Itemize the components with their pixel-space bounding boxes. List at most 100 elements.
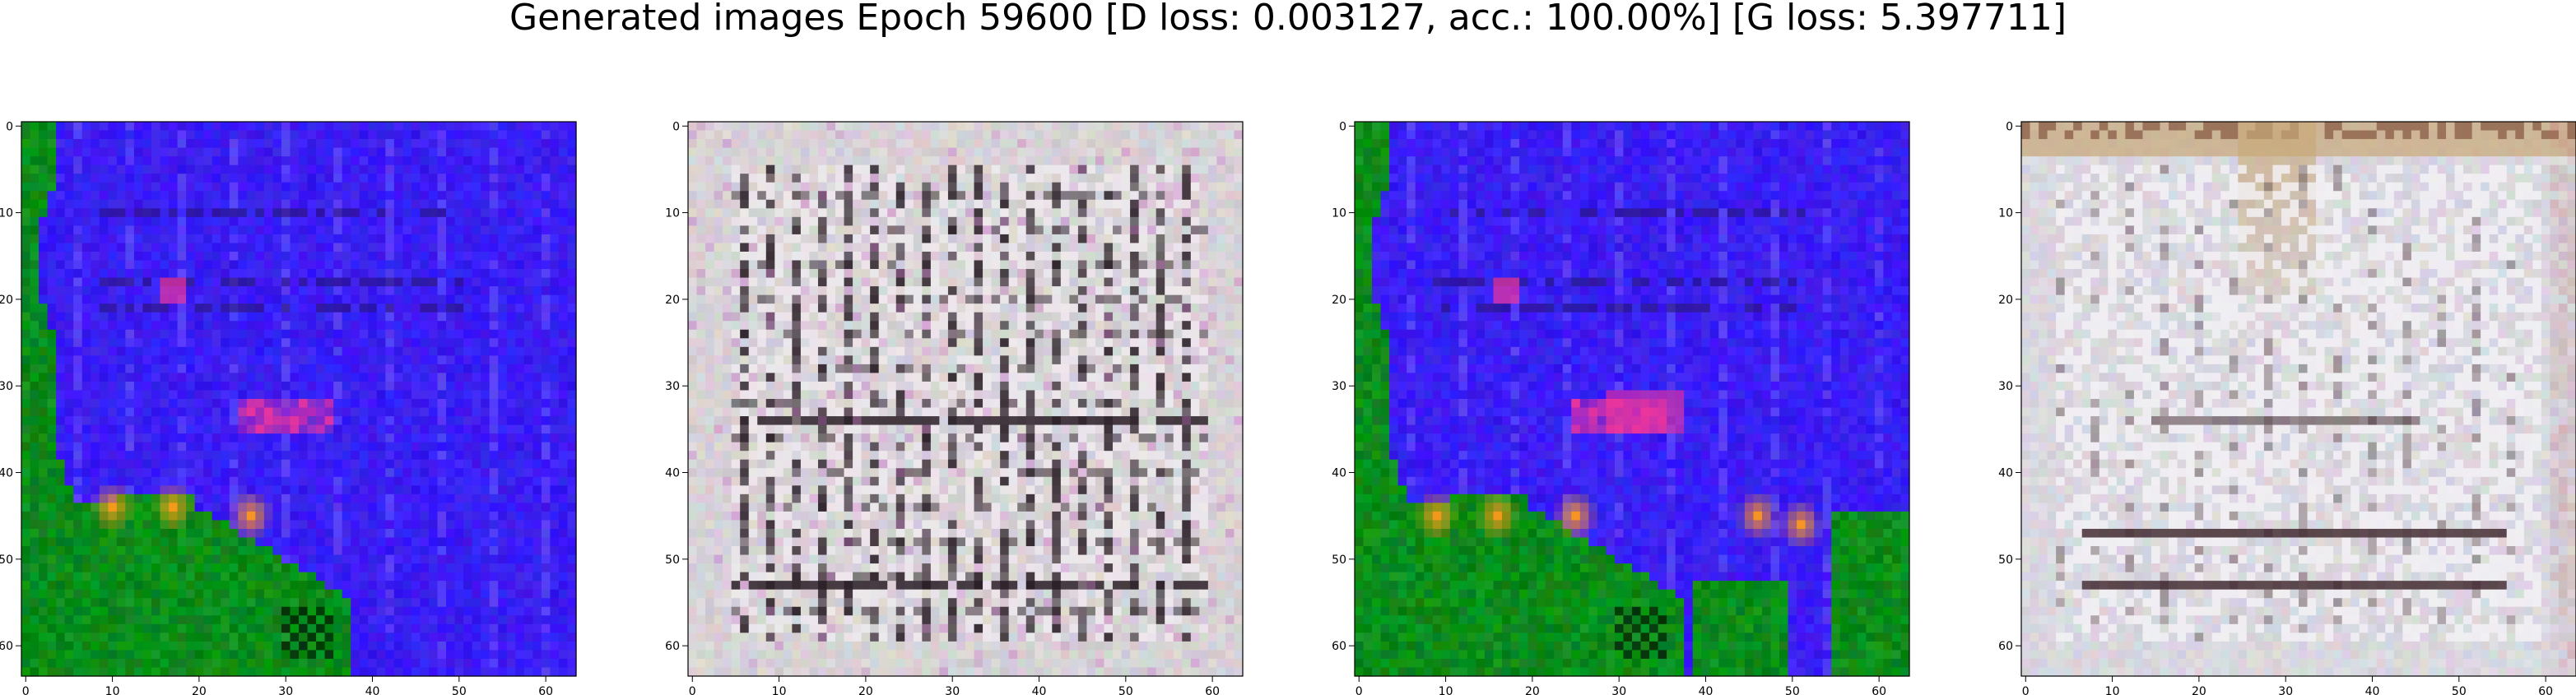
pixel bbox=[272, 216, 282, 226]
pixel bbox=[489, 251, 499, 262]
pixel bbox=[463, 251, 473, 262]
pixel bbox=[783, 234, 793, 244]
pixel bbox=[783, 199, 793, 209]
pixel bbox=[359, 174, 369, 183]
pixel bbox=[523, 563, 533, 573]
pixel bbox=[463, 182, 473, 192]
pixel bbox=[99, 407, 109, 417]
pixel bbox=[56, 294, 66, 304]
pixel bbox=[21, 390, 31, 400]
pixel bbox=[765, 174, 775, 183]
pixel bbox=[878, 225, 888, 235]
pixel bbox=[368, 606, 378, 616]
pixel bbox=[393, 520, 403, 530]
pixel bbox=[481, 658, 491, 669]
pixel bbox=[550, 199, 560, 209]
pixel bbox=[142, 191, 152, 201]
pixel bbox=[411, 130, 421, 140]
pixel bbox=[351, 503, 360, 512]
pixel bbox=[402, 572, 412, 581]
pixel bbox=[99, 191, 109, 201]
pixel bbox=[1173, 130, 1183, 140]
pixel bbox=[299, 520, 309, 530]
pixel bbox=[281, 451, 291, 461]
pixel bbox=[229, 589, 239, 599]
pixel bbox=[290, 225, 300, 235]
pixel bbox=[307, 598, 317, 608]
pixel bbox=[290, 520, 300, 530]
pixel bbox=[99, 598, 109, 608]
pixel bbox=[108, 225, 118, 235]
pixel bbox=[1182, 130, 1192, 140]
pixel bbox=[99, 199, 109, 209]
pixel bbox=[1086, 164, 1096, 174]
pixel bbox=[359, 581, 369, 591]
pixel bbox=[463, 174, 473, 183]
pixel bbox=[515, 277, 525, 287]
pixel bbox=[290, 442, 300, 452]
pixel bbox=[532, 451, 542, 461]
pixel bbox=[342, 260, 351, 270]
pixel bbox=[91, 554, 100, 564]
pixel bbox=[368, 338, 378, 348]
pixel bbox=[212, 122, 221, 132]
pixel bbox=[991, 234, 1001, 244]
pixel bbox=[792, 182, 802, 192]
pixel bbox=[342, 139, 351, 149]
pixel bbox=[472, 390, 481, 400]
pixel bbox=[21, 277, 31, 287]
pixel bbox=[316, 459, 326, 469]
pixel bbox=[437, 503, 447, 512]
pixel bbox=[160, 182, 170, 192]
pixel bbox=[30, 208, 40, 218]
pixel bbox=[238, 433, 248, 443]
pixel bbox=[359, 373, 369, 382]
pixel bbox=[740, 156, 750, 166]
pixel bbox=[290, 416, 300, 426]
pixel bbox=[56, 476, 66, 486]
pixel bbox=[99, 364, 109, 374]
pixel bbox=[186, 303, 196, 313]
pixel bbox=[895, 216, 905, 226]
pixel bbox=[420, 216, 430, 226]
pixel bbox=[39, 199, 49, 209]
pixel bbox=[142, 269, 152, 279]
pixel bbox=[748, 208, 758, 218]
pixel bbox=[368, 381, 378, 392]
pixel bbox=[376, 355, 386, 365]
pixel bbox=[203, 650, 213, 660]
pixel bbox=[1190, 164, 1200, 174]
pixel bbox=[91, 312, 100, 322]
pixel bbox=[203, 485, 213, 495]
pixel bbox=[550, 174, 560, 183]
pixel bbox=[1060, 191, 1070, 201]
pixel bbox=[142, 468, 152, 478]
pixel bbox=[463, 139, 473, 149]
pixel bbox=[558, 251, 569, 262]
pixel bbox=[229, 581, 239, 591]
pixel bbox=[307, 381, 317, 392]
pixel bbox=[151, 355, 161, 365]
pixel bbox=[255, 381, 265, 392]
pixel bbox=[532, 225, 542, 235]
pixel bbox=[454, 355, 464, 365]
pixel bbox=[99, 329, 109, 339]
pixel bbox=[47, 286, 57, 296]
pixel bbox=[212, 503, 221, 512]
pixel bbox=[194, 243, 204, 253]
pixel bbox=[541, 243, 551, 253]
pixel bbox=[56, 225, 66, 235]
pixel bbox=[56, 338, 66, 348]
pixel bbox=[454, 503, 464, 512]
pixel bbox=[402, 520, 412, 530]
pixel bbox=[73, 260, 83, 270]
pixel bbox=[515, 581, 525, 591]
pixel bbox=[56, 650, 66, 660]
pixel bbox=[428, 294, 439, 304]
pixel bbox=[532, 199, 542, 209]
pixel bbox=[498, 451, 508, 461]
pixel bbox=[21, 503, 31, 512]
pixel bbox=[290, 294, 300, 304]
pixel bbox=[481, 174, 491, 183]
pixel bbox=[263, 191, 274, 201]
